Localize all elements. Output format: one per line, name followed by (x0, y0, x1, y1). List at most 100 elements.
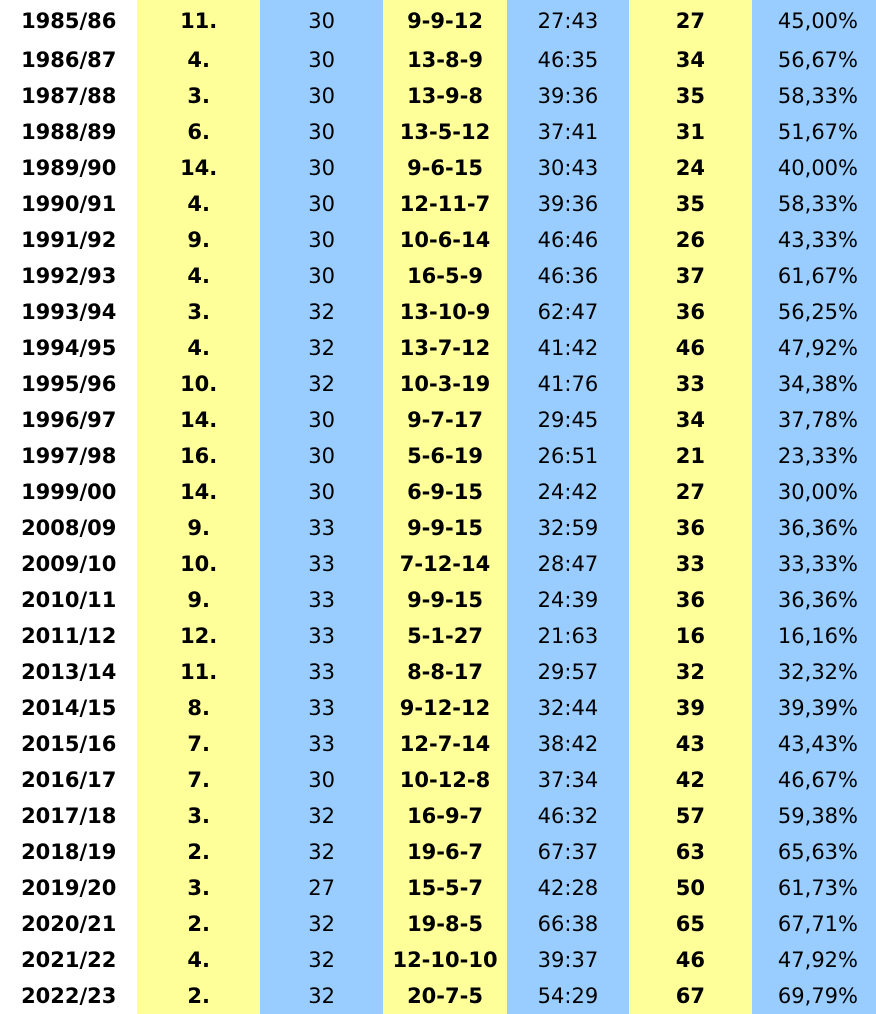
place-cell: 2. (137, 906, 260, 942)
points-cell: 35 (629, 186, 752, 222)
games-cell: 30 (259, 762, 384, 798)
percentage-cell: 43,43% (751, 726, 876, 762)
season-cell: 2019/20 (0, 870, 138, 906)
season-cell: 1997/98 (0, 438, 138, 474)
games-cell: 30 (259, 114, 384, 150)
season-cell: 1988/89 (0, 114, 138, 150)
record-cell: 12-10-10 (383, 942, 507, 978)
percentage-cell: 30,00% (751, 474, 876, 510)
place-cell: 8. (137, 690, 260, 726)
percentage-cell: 59,38% (751, 798, 876, 834)
goals-cell: 39:36 (506, 78, 630, 114)
table-row: 1991/92 9. 30 10-6-14 46:46 26 43,33% (0, 222, 876, 258)
table-row: 2018/19 2. 32 19-6-7 67:37 63 65,63% (0, 834, 876, 870)
place-cell: 9. (137, 510, 260, 546)
goals-cell: 38:42 (506, 726, 630, 762)
games-cell: 30 (259, 0, 384, 42)
table-row: 2019/20 3. 27 15-5-7 42:28 50 61,73% (0, 870, 876, 906)
percentage-cell: 39,39% (751, 690, 876, 726)
games-cell: 30 (259, 42, 384, 78)
record-cell: 9-9-12 (383, 0, 507, 42)
table-row: 2016/17 7. 30 10-12-8 37:34 42 46,67% (0, 762, 876, 798)
season-cell: 2020/21 (0, 906, 138, 942)
points-cell: 46 (629, 330, 752, 366)
games-cell: 33 (259, 546, 384, 582)
points-cell: 34 (629, 402, 752, 438)
table-row: 2009/10 10. 33 7-12-14 28:47 33 33,33% (0, 546, 876, 582)
season-cell: 1985/86 (0, 0, 138, 42)
record-cell: 16-5-9 (383, 258, 507, 294)
table-row: 2015/16 7. 33 12-7-14 38:42 43 43,43% (0, 726, 876, 762)
place-cell: 16. (137, 438, 260, 474)
goals-cell: 24:42 (506, 474, 630, 510)
goals-cell: 37:41 (506, 114, 630, 150)
place-cell: 10. (137, 546, 260, 582)
season-cell: 2010/11 (0, 582, 138, 618)
goals-cell: 29:57 (506, 654, 630, 690)
record-cell: 12-7-14 (383, 726, 507, 762)
percentage-cell: 45,00% (751, 0, 876, 42)
table-row: 1999/00 14. 30 6-9-15 24:42 27 30,00% (0, 474, 876, 510)
percentage-cell: 61,73% (751, 870, 876, 906)
place-cell: 3. (137, 798, 260, 834)
goals-cell: 67:37 (506, 834, 630, 870)
games-cell: 30 (259, 438, 384, 474)
season-cell: 2014/15 (0, 690, 138, 726)
points-cell: 27 (629, 474, 752, 510)
percentage-cell: 46,67% (751, 762, 876, 798)
percentage-cell: 69,79% (751, 978, 876, 1014)
goals-cell: 42:28 (506, 870, 630, 906)
table-row: 2014/15 8. 33 9-12-12 32:44 39 39,39% (0, 690, 876, 726)
season-cell: 2013/14 (0, 654, 138, 690)
table-row: 1996/97 14. 30 9-7-17 29:45 34 37,78% (0, 402, 876, 438)
record-cell: 10-3-19 (383, 366, 507, 402)
table-row: 2020/21 2. 32 19-8-5 66:38 65 67,71% (0, 906, 876, 942)
percentage-cell: 51,67% (751, 114, 876, 150)
place-cell: 6. (137, 114, 260, 150)
record-cell: 9-9-15 (383, 582, 507, 618)
goals-cell: 39:37 (506, 942, 630, 978)
place-cell: 4. (137, 42, 260, 78)
place-cell: 14. (137, 150, 260, 186)
record-cell: 5-6-19 (383, 438, 507, 474)
percentage-cell: 36,36% (751, 510, 876, 546)
record-cell: 13-7-12 (383, 330, 507, 366)
points-cell: 50 (629, 870, 752, 906)
table-row: 2011/12 12. 33 5-1-27 21:63 16 16,16% (0, 618, 876, 654)
goals-cell: 32:59 (506, 510, 630, 546)
points-cell: 32 (629, 654, 752, 690)
games-cell: 33 (259, 510, 384, 546)
season-cell: 2021/22 (0, 942, 138, 978)
points-cell: 16 (629, 618, 752, 654)
place-cell: 4. (137, 258, 260, 294)
season-cell: 2022/23 (0, 978, 138, 1014)
percentage-cell: 65,63% (751, 834, 876, 870)
points-cell: 34 (629, 42, 752, 78)
place-cell: 4. (137, 186, 260, 222)
place-cell: 2. (137, 978, 260, 1014)
table-row: 1985/86 11. 30 9-9-12 27:43 27 45,00% (0, 0, 876, 42)
games-cell: 30 (259, 402, 384, 438)
percentage-cell: 58,33% (751, 186, 876, 222)
season-cell: 1993/94 (0, 294, 138, 330)
percentage-cell: 56,67% (751, 42, 876, 78)
place-cell: 2. (137, 834, 260, 870)
points-cell: 43 (629, 726, 752, 762)
percentage-cell: 47,92% (751, 942, 876, 978)
percentage-cell: 47,92% (751, 330, 876, 366)
goals-cell: 27:43 (506, 0, 630, 42)
season-cell: 1989/90 (0, 150, 138, 186)
percentage-cell: 34,38% (751, 366, 876, 402)
games-cell: 27 (259, 870, 384, 906)
table-row: 1988/89 6. 30 13-5-12 37:41 31 51,67% (0, 114, 876, 150)
goals-cell: 46:35 (506, 42, 630, 78)
season-cell: 2009/10 (0, 546, 138, 582)
points-cell: 27 (629, 0, 752, 42)
place-cell: 10. (137, 366, 260, 402)
games-cell: 30 (259, 186, 384, 222)
games-cell: 32 (259, 942, 384, 978)
games-cell: 33 (259, 726, 384, 762)
place-cell: 4. (137, 942, 260, 978)
record-cell: 12-11-7 (383, 186, 507, 222)
